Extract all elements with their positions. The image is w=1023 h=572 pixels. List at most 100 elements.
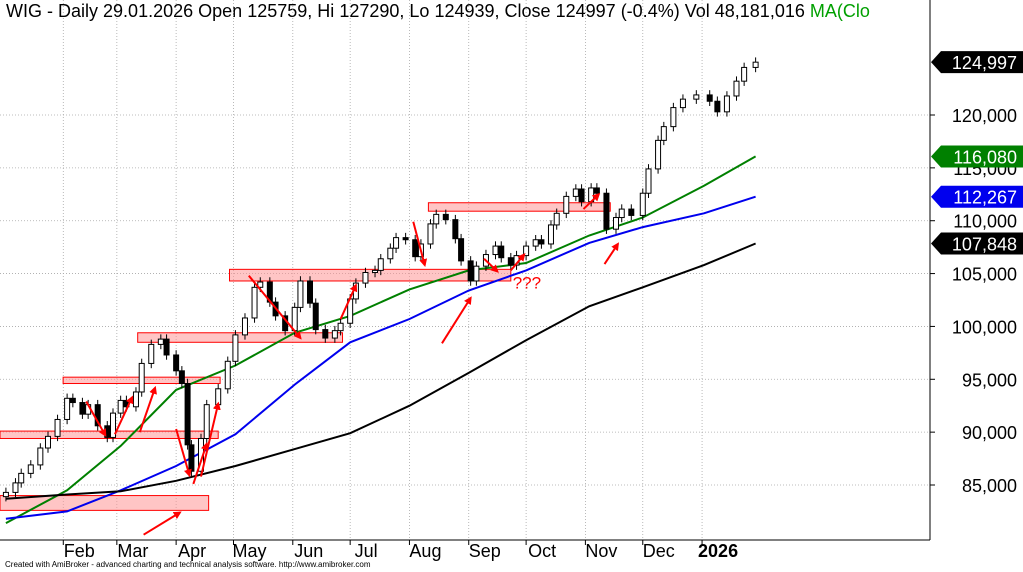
candle-body (232, 334, 239, 362)
candle-body (138, 362, 145, 393)
annotation-text: ??? (513, 274, 541, 293)
y-tick-label: 120,000 (952, 106, 1017, 126)
x-tick-label: Feb (64, 541, 95, 561)
candle-body (741, 66, 748, 82)
y-tick-label: 110,000 (953, 212, 1017, 232)
candle-body (660, 126, 667, 141)
credit-footer: Created with AmiBroker - advanced charti… (5, 560, 371, 569)
support-zone (427, 202, 611, 212)
candle-body (377, 258, 384, 271)
price-badge (931, 232, 1023, 255)
header-date: 29.01.2026 (103, 1, 194, 21)
candle-body (173, 354, 180, 372)
candle-body (312, 302, 319, 331)
candle-body (64, 397, 71, 420)
candle-body (655, 139, 662, 170)
price-badges-layer: 124,997 116,080 112,267 107,848 (931, 51, 1023, 255)
candle-body (184, 383, 191, 446)
price-badge-label: 112,267 (953, 188, 1017, 208)
candle-body (393, 237, 400, 249)
candle-body (79, 402, 86, 415)
candle-body (452, 219, 459, 240)
candle-body (337, 322, 344, 332)
candles-layer (2, 57, 759, 502)
support-zone (137, 332, 344, 343)
price-badge-label: 107,848 (952, 234, 1017, 254)
price-badge-label: 124,997 (952, 53, 1017, 73)
candle-body (251, 286, 258, 319)
candle-body (387, 247, 394, 260)
red-arrow (248, 275, 302, 340)
candle-body (402, 237, 409, 241)
candle-body (215, 388, 222, 406)
x-tick-label: Oct (528, 541, 556, 561)
candle-body (645, 168, 652, 194)
x-tick-label: Dec (643, 541, 675, 561)
x-tick-label: Apr (178, 541, 206, 561)
red-arrow (582, 192, 601, 210)
support-zones-layer (0, 202, 611, 511)
red-arrow (339, 283, 358, 320)
red-arrow (192, 441, 209, 485)
candle-body (372, 269, 379, 274)
candle-body (693, 94, 700, 100)
moving-average-line (5, 242, 756, 500)
candle-body (362, 272, 369, 284)
red-arrow (412, 221, 428, 268)
price-badge (931, 185, 1023, 208)
candle-body (532, 239, 539, 247)
header-vol-label: Vol (684, 1, 710, 21)
moving-average-line (5, 195, 756, 520)
moving-average-line (5, 155, 757, 524)
x-tick-label: Jul (355, 541, 378, 561)
x-tick-label: May (232, 541, 266, 561)
candle-body (2, 491, 9, 498)
price-badge-label: 116,080 (953, 147, 1017, 167)
red-arrow (483, 258, 499, 273)
candle-body (37, 447, 44, 466)
candle-body (188, 444, 195, 472)
header-close-label: Close (504, 1, 551, 21)
y-tick-label: 90,000 (962, 423, 1017, 443)
candle-body (148, 343, 155, 364)
candle-body (706, 94, 713, 102)
candle-body (307, 280, 313, 304)
x-tick-label: 2026 (698, 541, 738, 561)
candle-body (412, 239, 419, 258)
candle-body (433, 213, 440, 225)
candle-body (18, 472, 25, 484)
candle-body (603, 192, 610, 230)
candle-body (498, 245, 505, 259)
candle-body (257, 281, 264, 288)
red-arrow (138, 385, 157, 433)
header-symbol: WIG (6, 1, 42, 21)
y-tick-label: 95,000 (962, 370, 1017, 390)
candle-body (44, 435, 51, 449)
candle-body (628, 208, 635, 216)
candle-body (458, 238, 465, 262)
candle-body (679, 98, 686, 109)
candle-body (563, 195, 570, 214)
red-arrow (143, 511, 182, 536)
red-arrow (114, 395, 134, 435)
y-tick-label: 85,000 (962, 476, 1017, 496)
candle-body (613, 217, 619, 230)
moving-averages-layer (5, 155, 757, 524)
header-change: (-0.4%) (620, 1, 680, 21)
x-tick-label: Mar (117, 541, 148, 561)
candle-body (104, 425, 111, 438)
x-tick-label: Aug (409, 541, 441, 561)
candle-body (94, 404, 101, 427)
candle-body (618, 208, 625, 219)
candle-body (331, 330, 338, 339)
red-arrow (200, 401, 221, 477)
candle-body (538, 239, 545, 245)
header-close: 124997 (555, 1, 616, 21)
candle-body (69, 397, 76, 404)
x-tick-label: Jun (294, 541, 323, 561)
candle-body (157, 338, 164, 345)
candle-body (523, 245, 530, 257)
header-period: Daily (58, 1, 99, 21)
header-open-label: Open (198, 1, 243, 21)
